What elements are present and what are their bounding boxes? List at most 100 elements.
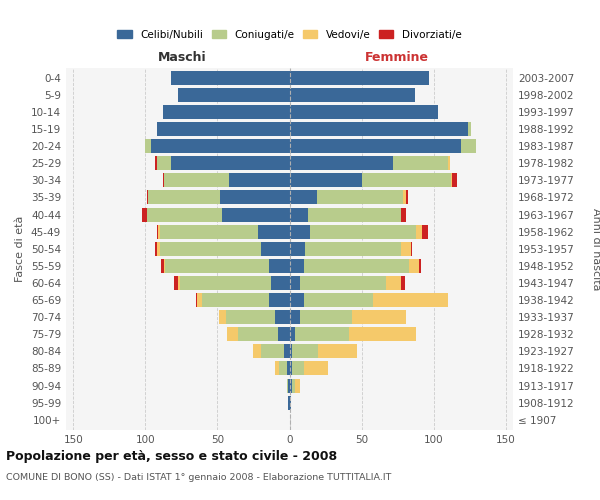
Bar (290, 88, 415, 102)
Bar (142, 208, 147, 222)
Bar (292, 344, 319, 358)
Bar (147, 190, 148, 204)
Bar (229, 174, 290, 188)
Bar (290, 174, 362, 188)
Bar (290, 122, 468, 136)
Bar (287, 362, 290, 376)
Bar (452, 174, 457, 188)
Bar (287, 378, 288, 392)
Bar (145, 139, 151, 153)
Bar (304, 259, 409, 273)
Bar (164, 174, 229, 188)
Bar (290, 310, 299, 324)
Bar (161, 259, 164, 273)
Bar (292, 362, 304, 376)
Bar (290, 344, 292, 358)
Bar (448, 156, 449, 170)
Bar (151, 139, 290, 153)
Bar (394, 156, 448, 170)
Text: Popolazione per età, sesso e stato civile - 2008: Popolazione per età, sesso e stato civil… (6, 450, 337, 463)
Bar (166, 259, 269, 273)
Bar (319, 344, 357, 358)
Bar (278, 327, 290, 342)
Bar (163, 105, 290, 119)
Y-axis label: Anni di nascita: Anni di nascita (591, 208, 600, 290)
Bar (157, 224, 158, 238)
Bar (409, 259, 419, 273)
Bar (290, 156, 394, 170)
Bar (290, 259, 304, 273)
Bar (290, 327, 295, 342)
Bar (155, 242, 157, 256)
Bar (290, 139, 461, 153)
Bar (386, 276, 401, 290)
Bar (308, 208, 401, 222)
Bar (317, 190, 403, 204)
Bar (157, 156, 171, 170)
Bar (290, 396, 291, 409)
Legend: Celibi/Nubili, Coniugati/e, Vedovi/e, Divorziati/e: Celibi/Nubili, Coniugati/e, Vedovi/e, Di… (113, 26, 466, 44)
Bar (178, 276, 180, 290)
Bar (258, 224, 290, 238)
Bar (219, 310, 226, 324)
Text: COMUNE DI BONO (SS) - Dati ISTAT 1° gennaio 2008 - Elaborazione TUTTITALIA.IT: COMUNE DI BONO (SS) - Dati ISTAT 1° genn… (6, 472, 391, 482)
Bar (422, 224, 428, 238)
Bar (180, 276, 271, 290)
Bar (290, 242, 305, 256)
Text: Maschi: Maschi (158, 51, 206, 64)
Bar (197, 293, 202, 307)
Bar (280, 362, 287, 376)
Bar (196, 293, 197, 307)
Bar (290, 362, 292, 376)
Bar (157, 122, 290, 136)
Bar (290, 378, 292, 392)
Bar (290, 190, 317, 204)
Bar (222, 208, 290, 222)
Bar (178, 88, 290, 102)
Bar (352, 310, 406, 324)
Bar (290, 70, 430, 85)
Bar (148, 190, 220, 204)
Bar (406, 190, 408, 204)
Bar (174, 276, 178, 290)
Bar (158, 224, 160, 238)
Bar (410, 242, 412, 256)
Bar (157, 242, 160, 256)
Bar (295, 327, 349, 342)
Bar (155, 156, 157, 170)
Bar (373, 293, 448, 307)
Bar (227, 327, 238, 342)
Bar (171, 70, 290, 85)
Bar (461, 139, 476, 153)
Bar (299, 276, 386, 290)
Bar (349, 327, 416, 342)
Bar (403, 190, 406, 204)
Bar (253, 344, 260, 358)
Bar (292, 378, 295, 392)
Bar (416, 224, 422, 238)
Bar (260, 242, 290, 256)
Bar (401, 242, 410, 256)
Bar (202, 293, 269, 307)
Bar (401, 208, 406, 222)
Bar (288, 378, 290, 392)
Bar (310, 224, 416, 238)
Bar (290, 293, 304, 307)
Bar (171, 156, 290, 170)
Bar (284, 344, 290, 358)
Bar (419, 259, 421, 273)
Bar (275, 310, 290, 324)
Bar (299, 310, 352, 324)
Bar (288, 396, 290, 409)
Bar (451, 174, 452, 188)
Bar (160, 242, 260, 256)
Y-axis label: Fasce di età: Fasce di età (16, 216, 25, 282)
Text: Femmine: Femmine (365, 51, 429, 64)
Bar (226, 310, 275, 324)
Bar (269, 293, 290, 307)
Bar (468, 122, 471, 136)
Bar (290, 105, 438, 119)
Bar (147, 208, 222, 222)
Bar (163, 174, 164, 188)
Bar (220, 190, 290, 204)
